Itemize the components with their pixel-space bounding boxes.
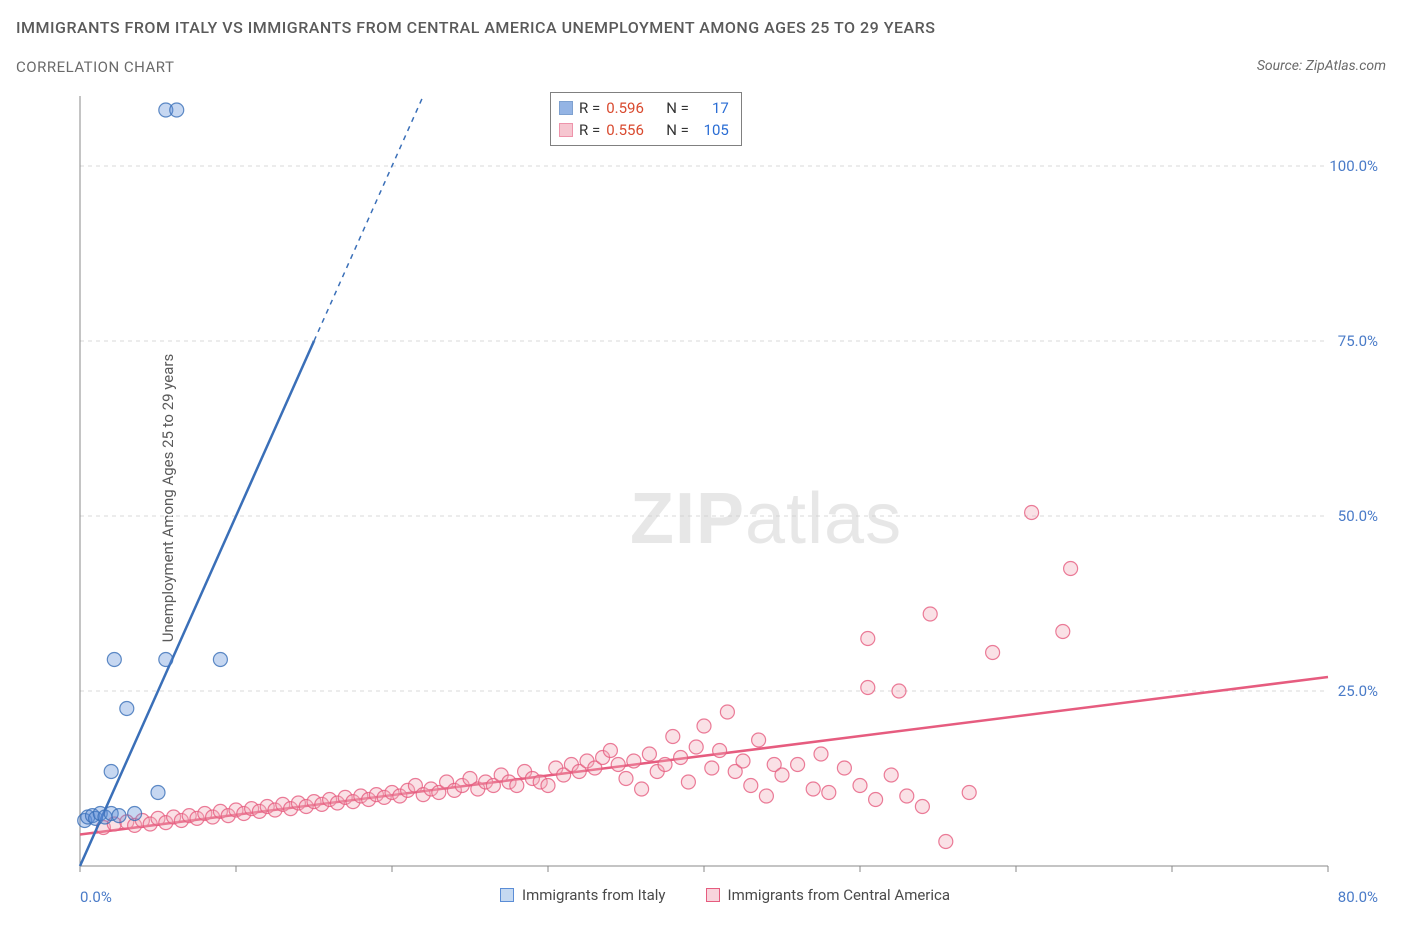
legend-row: R = 0.596 N = 17	[559, 97, 729, 119]
chart-container: Unemployment Among Ages 25 to 29 years 2…	[40, 88, 1390, 908]
y-tick-label: 75.0%	[1338, 332, 1378, 350]
legend-swatch	[500, 888, 514, 902]
legend-swatch	[559, 123, 573, 137]
series-immigrants-from-central-america	[80, 506, 1328, 849]
legend-r-label: R =	[579, 121, 600, 139]
series-legend-item: Immigrants from Central America	[706, 886, 951, 904]
source-label: Source: ZipAtlas.com	[1257, 58, 1386, 74]
legend-n-value: 17	[695, 99, 729, 117]
correlation-legend: R = 0.596 N = 17 R = 0.556 N = 105	[550, 92, 742, 146]
legend-swatch	[706, 888, 720, 902]
x-tick-label: 80.0%	[1338, 888, 1378, 906]
legend-row: R = 0.556 N = 105	[559, 119, 729, 141]
legend-r-value: 0.556	[606, 121, 660, 139]
series-legend: Immigrants from Italy Immigrants from Cen…	[500, 886, 950, 904]
legend-swatch	[559, 101, 573, 115]
legend-n-value: 105	[695, 121, 729, 139]
series-immigrants-from-italy	[78, 96, 424, 866]
legend-label: Immigrants from Italy	[522, 886, 666, 904]
scatter-plot: 25.0% 50.0% 75.0% 100.0% 0.0% 80.0%	[68, 88, 1388, 908]
legend-n-label: N =	[666, 121, 689, 139]
legend-r-value: 0.596	[606, 99, 660, 117]
chart-subtitle: CORRELATION CHART	[16, 58, 174, 76]
legend-label: Immigrants from Central America	[728, 886, 951, 904]
legend-r-label: R =	[579, 99, 600, 117]
legend-n-label: N =	[666, 99, 689, 117]
chart-title: IMMIGRANTS FROM ITALY VS IMMIGRANTS FROM…	[16, 18, 935, 37]
y-tick-label: 100.0%	[1329, 157, 1378, 175]
y-tick-label: 25.0%	[1338, 682, 1378, 700]
series-legend-item: Immigrants from Italy	[500, 886, 666, 904]
x-tick-label: 0.0%	[80, 888, 112, 906]
y-tick-label: 50.0%	[1338, 507, 1378, 525]
